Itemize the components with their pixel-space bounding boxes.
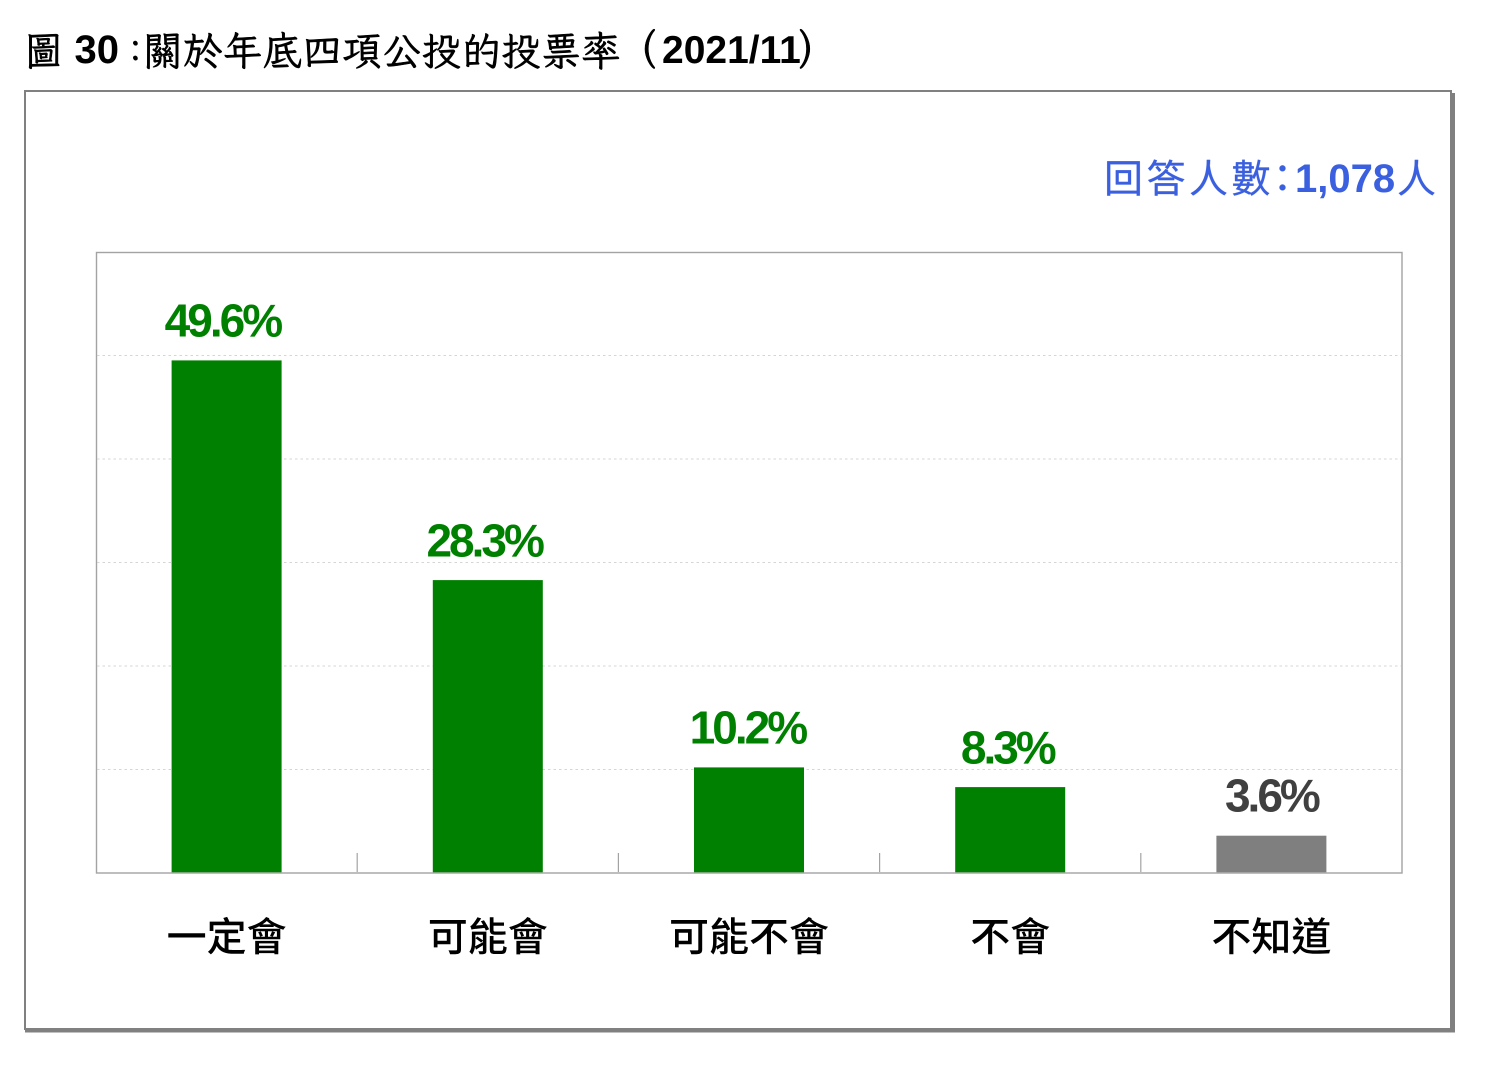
svg-text:2021/11: 2021/11	[662, 29, 801, 72]
svg-text:49.6%: 49.6%	[165, 294, 283, 346]
svg-text:30: 30	[75, 28, 120, 72]
svg-text:8.3%: 8.3%	[961, 722, 1056, 774]
svg-text:3.6%: 3.6%	[1225, 770, 1320, 822]
svg-text:1,078: 1,078	[1295, 157, 1395, 201]
svg-text:10.2%: 10.2%	[690, 701, 808, 753]
svg-text:28.3%: 28.3%	[426, 514, 544, 566]
